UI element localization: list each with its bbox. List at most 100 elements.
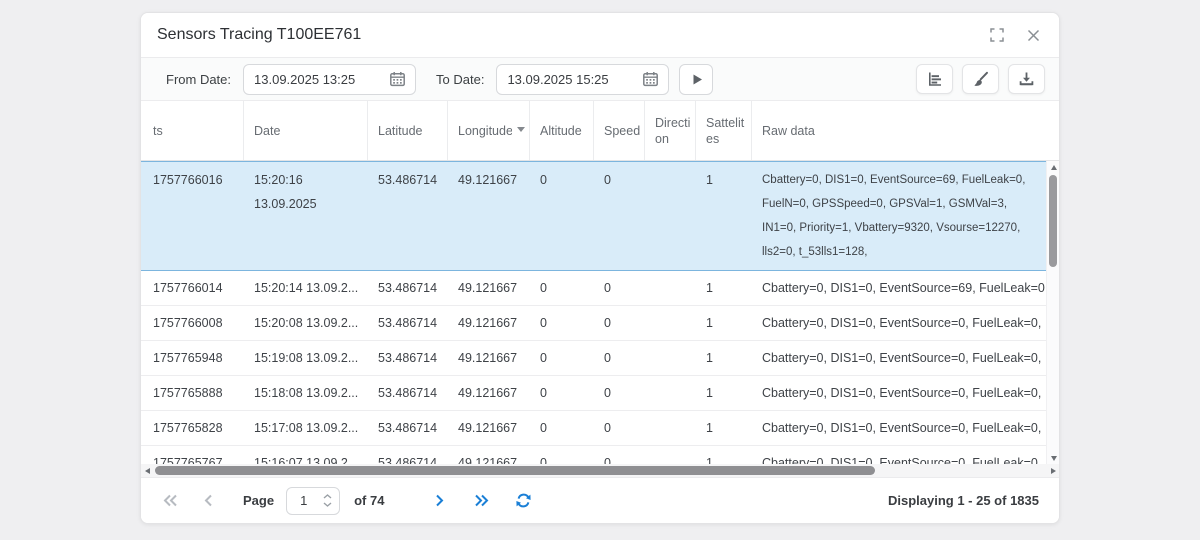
cell-ts: 1757765828 (153, 421, 223, 435)
table-row[interactable]: 1757766016 15:20:16 13.09.2025 53.486714 49… (141, 161, 1046, 271)
grid-header: ts Date Latitude Longitude Altitude Speed Dire… (141, 101, 1059, 161)
column-header-date[interactable]: Date (244, 101, 368, 160)
scroll-up-arrow[interactable] (1047, 161, 1059, 173)
refresh-button[interactable] (510, 488, 536, 514)
cell-dir (645, 306, 696, 340)
prev-page-button[interactable] (195, 488, 221, 514)
spinner-down-icon[interactable] (323, 502, 332, 507)
cell-lon: 49.121667 (458, 281, 518, 295)
table-row[interactable]: 1757765888 15:18:08 13.09.2... 53.486714 49… (141, 376, 1046, 411)
page-spinner[interactable] (319, 494, 339, 507)
scroll-left-arrow[interactable] (141, 464, 153, 477)
maximize-icon (990, 28, 1004, 42)
column-header-sat[interactable]: Sattelites (696, 101, 752, 160)
filter-toolbar: From Date: To Date: (141, 58, 1059, 101)
column-label: ts (153, 123, 163, 138)
table-row[interactable]: 1757765948 15:19:08 13.09.2... 53.486714 49… (141, 341, 1046, 376)
calendar-icon[interactable] (642, 71, 659, 87)
displaying-status: Displaying 1 - 25 of 1835 (887, 493, 1039, 508)
next-page-button[interactable] (426, 488, 452, 514)
column-label: Altitude (540, 123, 582, 138)
cell-sat: 1 (706, 173, 713, 187)
cell-speed: 0 (604, 386, 611, 400)
toolbar-right-tools (916, 64, 1045, 94)
download-icon (1019, 72, 1034, 86)
horizontal-scrollbar[interactable] (141, 464, 1059, 477)
next-page-icon (436, 494, 444, 507)
cell-ts: 1757766008 (153, 316, 223, 330)
cell-raw: Cbattery=0, DIS1=0, EventSource=0, FuelL… (762, 316, 1046, 330)
first-page-icon (163, 494, 177, 507)
clear-button[interactable] (962, 64, 999, 94)
cell-sat: 1 (706, 316, 713, 330)
cell-sat: 1 (706, 281, 713, 295)
column-header-speed[interactable]: Speed (594, 101, 645, 160)
column-header-raw[interactable]: Raw data (752, 101, 1046, 160)
vertical-scrollbar-thumb[interactable] (1049, 175, 1057, 267)
grid-rows: 1757766016 15:20:16 13.09.2025 53.486714 49… (141, 161, 1046, 477)
vertical-scrollbar[interactable] (1046, 161, 1059, 464)
table-row[interactable]: 1757765767 15:16:07 13.09.2... 53.486714 49… (141, 446, 1046, 477)
export-button[interactable] (1008, 64, 1045, 94)
to-date-field[interactable] (496, 63, 670, 95)
cell-sat: 1 (706, 351, 713, 365)
cell-raw: Cbattery=0, DIS1=0, EventSource=69, Fuel… (762, 174, 1026, 258)
first-page-button[interactable] (157, 488, 183, 514)
cell-ts: 1757765888 (153, 386, 223, 400)
page-number-field[interactable] (286, 486, 341, 515)
column-label: Sattelites (706, 115, 745, 146)
calendar-icon[interactable] (389, 71, 406, 87)
cell-lat: 53.486714 (378, 421, 438, 435)
sort-desc-icon (517, 127, 525, 136)
from-date-field[interactable] (243, 63, 417, 95)
page-number-input[interactable] (287, 493, 316, 508)
cell-ts: 1757765948 (153, 351, 223, 365)
cell-lat: 53.486714 (378, 316, 438, 330)
cell-lat: 53.486714 (378, 281, 438, 295)
cell-ts: 1757766016 (153, 173, 223, 187)
cell-speed: 0 (604, 456, 611, 470)
cell-alt: 0 (540, 173, 547, 187)
cell-ts: 1757766014 (153, 281, 223, 295)
spinner-up-icon[interactable] (323, 494, 332, 499)
column-header-dir[interactable]: Direction (645, 101, 696, 160)
to-date-input[interactable] (507, 71, 643, 87)
column-header-alt[interactable]: Altitude (530, 101, 594, 160)
column-header-ts[interactable]: ts (141, 101, 244, 160)
table-row[interactable]: 1757766008 15:20:08 13.09.2... 53.486714 49… (141, 306, 1046, 341)
prev-page-icon (204, 494, 212, 507)
table-row[interactable]: 1757766014 15:20:14 13.09.2... 53.486714 49… (141, 271, 1046, 306)
column-header-lon[interactable]: Longitude (448, 101, 530, 160)
cell-lon: 49.121667 (458, 316, 518, 330)
cell-lon: 49.121667 (458, 386, 518, 400)
horizontal-scrollbar-thumb[interactable] (155, 466, 875, 475)
cell-dir (645, 341, 696, 375)
cell-date: 15:17:08 13.09.2... (254, 421, 359, 435)
column-header-lat[interactable]: Latitude (368, 101, 448, 160)
cell-lon: 49.121667 (458, 173, 518, 187)
table-row[interactable]: 1757765828 15:17:08 13.09.2... 53.486714 49… (141, 411, 1046, 446)
last-page-button[interactable] (468, 488, 494, 514)
data-grid: ts Date Latitude Longitude Altitude Speed Dire… (141, 101, 1059, 477)
cell-sat: 1 (706, 421, 713, 435)
cell-lat: 53.486714 (378, 351, 438, 365)
cell-alt: 0 (540, 421, 547, 435)
cell-lon: 49.121667 (458, 421, 518, 435)
column-label: Longitude (458, 123, 512, 138)
from-date-input[interactable] (254, 71, 390, 87)
close-button[interactable] (1025, 27, 1041, 43)
brush-icon (974, 71, 988, 86)
grid-body: 1757766016 15:20:16 13.09.2025 53.486714 49… (141, 161, 1059, 477)
scroll-down-arrow[interactable] (1047, 452, 1059, 464)
run-query-button[interactable] (679, 63, 714, 95)
paging-toolbar: Page of 74 (141, 477, 1059, 523)
refresh-icon (516, 493, 531, 508)
cell-sat: 1 (706, 456, 713, 470)
chart-button[interactable] (916, 64, 953, 94)
cell-speed: 0 (604, 281, 611, 295)
maximize-button[interactable] (989, 27, 1005, 43)
page-count-label: of 74 (354, 493, 385, 508)
cell-alt: 0 (540, 316, 547, 330)
scroll-right-arrow[interactable] (1047, 464, 1059, 477)
